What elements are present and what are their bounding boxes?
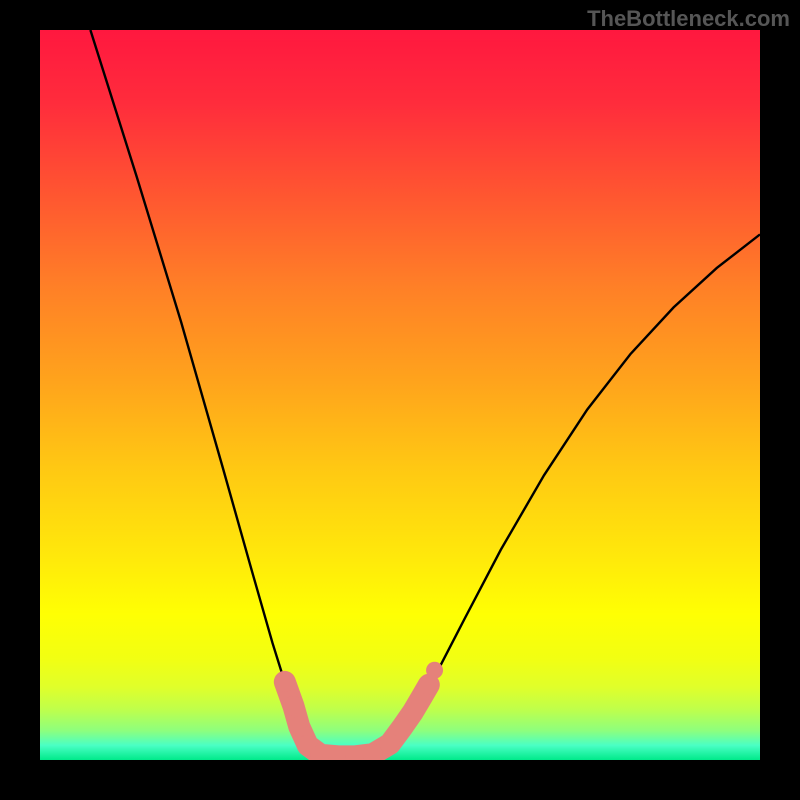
marker-dot bbox=[275, 672, 295, 692]
marker-dot bbox=[380, 734, 400, 754]
marker-dot-isolated bbox=[426, 662, 443, 679]
plot-area bbox=[40, 30, 760, 760]
watermark-text: TheBottleneck.com bbox=[587, 6, 790, 32]
left-curve bbox=[90, 30, 324, 760]
marker-dot bbox=[283, 696, 303, 716]
curves-layer bbox=[40, 30, 760, 760]
chart-canvas: TheBottleneck.com bbox=[0, 0, 800, 800]
right-curve bbox=[324, 234, 760, 760]
marker-dot bbox=[289, 716, 309, 736]
